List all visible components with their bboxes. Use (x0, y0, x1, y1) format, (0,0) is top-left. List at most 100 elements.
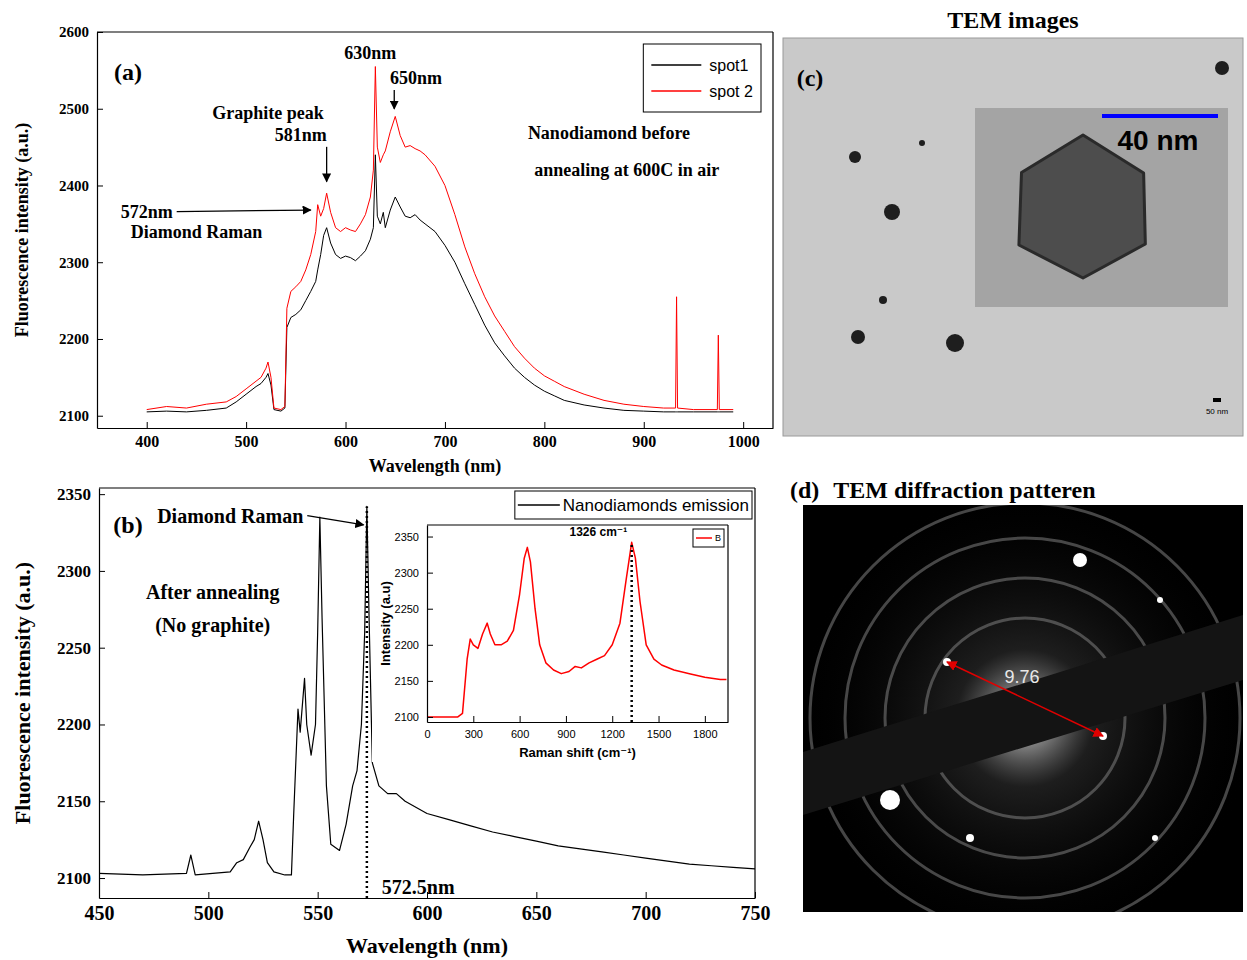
x-axis-title: Raman shift (cm⁻¹) (519, 745, 636, 760)
tick-mark (318, 892, 319, 898)
tick-mark (566, 716, 567, 722)
tick-label: 650 (522, 902, 552, 924)
tick-label: 2150 (57, 792, 91, 811)
tick: 2200 (59, 331, 103, 347)
tick-label: 2200 (395, 639, 419, 651)
tick: 2300 (59, 255, 103, 271)
particle (879, 296, 887, 304)
tick-label: 2600 (59, 24, 89, 40)
tick-label: 300 (465, 728, 483, 740)
panel-label: (b) (113, 512, 142, 538)
scale-bar-small (1213, 398, 1221, 402)
tick-mark (659, 716, 660, 722)
legend: B (693, 529, 724, 547)
tick-label: 900 (557, 728, 575, 740)
x-axis-title: Wavelength (nm) (346, 933, 508, 958)
tem-inset (975, 108, 1228, 307)
tick-label: 2500 (59, 101, 89, 117)
legend: Nanodiamonds emission (515, 491, 752, 519)
particle (946, 334, 964, 352)
annotation: 581nm (275, 125, 327, 145)
tick-label: 750 (741, 902, 771, 924)
scale-bar (1102, 114, 1218, 118)
tick: 400 (135, 422, 159, 450)
annotation: Graphite peak (212, 103, 324, 123)
tick-mark (97, 109, 103, 110)
tick: 1000 (728, 422, 760, 450)
legend: spot1 spot 2 (643, 44, 761, 112)
diffraction-spot (1152, 835, 1158, 841)
nanodiamond-particle (1019, 135, 1145, 278)
tick: 2300 (395, 567, 433, 579)
tick-mark (147, 422, 148, 428)
annotation-arrow (177, 210, 311, 212)
scale-bar-label: 40 nm (1118, 125, 1199, 156)
tick: 700 (631, 892, 661, 924)
tick: 2500 (59, 101, 103, 117)
tick-label: 550 (303, 902, 333, 924)
x-axis-title: Wavelength (nm) (369, 456, 502, 477)
legend-label: spot1 (709, 57, 748, 74)
tick: 2200 (395, 639, 433, 651)
diffraction-panel: (d)TEM diffraction patteren9.76 (790, 477, 1247, 948)
tick-label: 2100 (395, 711, 419, 723)
y-axis: 210021502200225023002350 (395, 526, 433, 723)
measure-label: 9.76 (1004, 667, 1039, 687)
particle (919, 140, 925, 146)
legend-label: spot 2 (709, 83, 753, 100)
tick-label: 2350 (395, 531, 419, 543)
tick: 2250 (57, 639, 105, 658)
x-axis: 0 300 600 900 1200 1500 1800 (424, 716, 728, 740)
diffraction-spot (966, 834, 974, 842)
tick: 2400 (59, 178, 103, 194)
tick: 2350 (57, 485, 105, 504)
tick-label: 2200 (57, 715, 91, 734)
tick: 900 (557, 716, 575, 740)
tick-mark (346, 422, 347, 428)
peak-marker-line (630, 542, 633, 722)
tick-mark (99, 494, 105, 495)
tick: 700 (433, 422, 457, 450)
tick: 2100 (57, 869, 105, 888)
tick: 1200 (600, 716, 624, 740)
plot-area (427, 542, 726, 717)
tick-mark (99, 801, 105, 802)
panel-label: (d) (790, 477, 819, 503)
series-line (427, 542, 726, 717)
tem-image-panel: TEM images40 nm50 nm(c) (783, 7, 1243, 436)
tick-mark (427, 717, 433, 718)
tick: 1500 (647, 716, 671, 740)
diffraction-image (803, 505, 1243, 912)
tick: 900 (632, 422, 656, 450)
tick-mark (99, 878, 105, 879)
tick-label: 0 (424, 728, 430, 740)
tick: 2150 (57, 792, 105, 811)
annotation-arrow (326, 147, 327, 182)
tick: 800 (533, 422, 557, 450)
tick-label: 1800 (693, 728, 717, 740)
axis-line (427, 526, 428, 723)
annotation: 572.5nm (382, 876, 455, 898)
tick: 2100 (59, 408, 103, 424)
inset-background (372, 521, 738, 762)
legend-label: B (715, 533, 721, 543)
y-axis: 2100 2200 2300 2400 2500 2600 (59, 24, 103, 428)
tick-mark (97, 339, 103, 340)
tick-mark (705, 716, 706, 722)
legend-swatch (518, 504, 560, 506)
tick: 600 (511, 716, 529, 740)
tick-mark (612, 716, 613, 722)
tick: 2100 (395, 711, 433, 723)
legend-swatch (696, 537, 712, 539)
frame-right (727, 525, 728, 722)
series-line (147, 155, 734, 412)
tick-mark (644, 422, 645, 428)
annotation: 630nm (344, 43, 396, 63)
tem-image (783, 38, 1243, 436)
tick-label: 2250 (57, 639, 91, 658)
tick: 2600 (59, 24, 103, 40)
tick-label: 2250 (395, 603, 419, 615)
axis-line (99, 489, 100, 899)
annotation: 1326 cm⁻¹ (569, 525, 627, 539)
tick: 2250 (395, 603, 433, 615)
